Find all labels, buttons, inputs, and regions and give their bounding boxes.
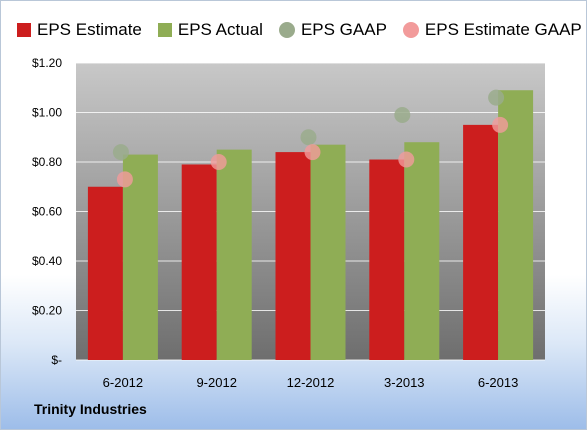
legend-swatch-eps-estimate (17, 23, 31, 37)
y-tick-label: $1.00 (32, 106, 62, 120)
marker-eps-estimate-gaap (210, 154, 227, 170)
marker-eps-gaap (300, 129, 317, 146)
y-tick-label: $0.20 (32, 304, 62, 318)
legend-label-eps-gaap: EPS GAAP (300, 20, 387, 39)
legend-item-eps-estimate-gaap: EPS Estimate GAAP (402, 20, 582, 40)
bar-eps-actual (216, 149, 252, 360)
x-tick-label: 12-2012 (287, 375, 335, 390)
legend-item-eps-gaap: EPS GAAP (278, 20, 387, 40)
bar-eps-actual (498, 90, 534, 360)
marker-eps-estimate-gaap (116, 171, 133, 188)
bar-eps-estimate (369, 159, 405, 360)
x-tick-label: 6-2012 (103, 375, 143, 390)
bar-eps-estimate (463, 124, 499, 360)
legend-swatch-eps-actual (157, 23, 172, 37)
legend-label-eps-actual: EPS Actual (177, 20, 263, 39)
y-tick-label: $1.20 (32, 56, 62, 70)
legend-swatch-eps-gaap (278, 22, 295, 38)
legend-item-eps-actual: EPS Actual (157, 20, 263, 40)
x-tick-label: 9-2012 (196, 375, 236, 390)
legend-item-eps-estimate: EPS Estimate (17, 20, 142, 40)
bar-eps-actual (122, 154, 158, 360)
y-tick-label: $0.40 (32, 254, 62, 268)
bar-eps-actual (310, 144, 346, 360)
y-tick-label: $0.80 (32, 155, 62, 169)
y-tick-label: $- (51, 353, 62, 367)
legend: EPS Estimate EPS Actual EPS GAAP EPS Est… (1, 15, 587, 45)
marker-eps-estimate-gaap (492, 116, 509, 133)
marker-eps-estimate-gaap (304, 144, 321, 161)
marker-eps-gaap (112, 144, 129, 161)
company-name: Trinity Industries (34, 401, 147, 417)
x-tick-label: 6-2013 (478, 375, 518, 390)
marker-eps-gaap (488, 89, 505, 106)
legend-swatch-eps-estimate-gaap (402, 22, 419, 38)
bar-eps-estimate (181, 164, 217, 360)
legend-label-eps-estimate-gaap: EPS Estimate GAAP (424, 20, 582, 39)
marker-eps-estimate-gaap (398, 151, 415, 168)
marker-eps-gaap (394, 106, 411, 123)
legend-label-eps-estimate: EPS Estimate (37, 20, 142, 39)
bar-eps-estimate (87, 186, 123, 360)
y-tick-label: $0.60 (32, 205, 62, 219)
bar-eps-actual (404, 142, 440, 360)
bar-eps-estimate (275, 152, 311, 360)
x-tick-label: 3-2013 (384, 375, 424, 390)
